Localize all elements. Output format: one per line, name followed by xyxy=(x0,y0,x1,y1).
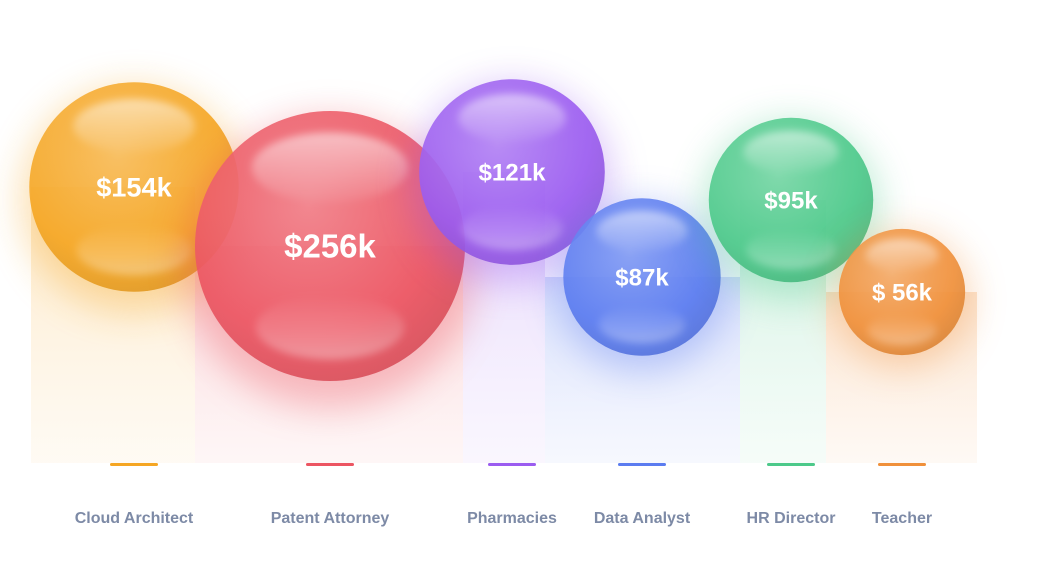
bubble-reflection-cloud-architect xyxy=(76,224,192,275)
category-ticks xyxy=(110,463,926,466)
category-labels: Cloud Architect Patent Attorney Pharmacies… xyxy=(75,510,932,527)
tick-hr-director xyxy=(767,463,815,466)
value-label-teacher: $ 56k xyxy=(872,279,933,306)
bubbles: $154k $256k $121k $87k $95k $ 56k xyxy=(20,79,971,408)
bubble-reflection-pharmacies xyxy=(460,205,564,250)
value-label-cloud-architect: $154k xyxy=(96,172,172,203)
bubble-highlight-cloud-architect xyxy=(73,99,195,154)
value-label-data-analyst: $87k xyxy=(615,264,669,291)
tick-teacher xyxy=(878,463,926,466)
tick-cloud-architect xyxy=(110,463,158,466)
category-label-patent-attorney: Patent Attorney xyxy=(271,510,390,527)
category-label-teacher: Teacher xyxy=(872,510,932,527)
value-label-hr-director: $95k xyxy=(764,187,818,214)
bubble-pharmacies: $121k xyxy=(411,79,613,284)
value-label-pharmacies: $121k xyxy=(479,159,547,186)
bubble-data-analyst: $87k xyxy=(557,198,727,372)
bubble-teacher: $ 56k xyxy=(833,228,971,368)
bubble-highlight-teacher xyxy=(865,238,939,272)
bubble-highlight-pharmacies xyxy=(458,94,566,143)
category-label-hr-director: HR Director xyxy=(747,510,836,527)
bubble-reflection-data-analyst xyxy=(598,305,686,344)
bubble-hr-director: $95k xyxy=(702,117,880,299)
category-label-data-analyst: Data Analyst xyxy=(594,510,691,527)
bubble-patent-attorney: $256k xyxy=(184,111,476,408)
bubble-reflection-hr-director xyxy=(745,229,837,270)
bubble-reflection-patent-attorney xyxy=(255,294,405,360)
bubble-reflection-teacher xyxy=(867,314,937,346)
category-label-cloud-architect: Cloud Architect xyxy=(75,510,194,527)
tick-pharmacies xyxy=(488,463,536,466)
bubble-highlight-patent-attorney xyxy=(251,132,409,203)
tick-patent-attorney xyxy=(306,463,354,466)
category-label-pharmacies: Pharmacies xyxy=(467,510,557,527)
tick-data-analyst xyxy=(618,463,666,466)
bubble-highlight-hr-director xyxy=(743,130,839,174)
value-label-patent-attorney: $256k xyxy=(284,228,376,265)
bubble-highlight-data-analyst xyxy=(596,210,688,252)
